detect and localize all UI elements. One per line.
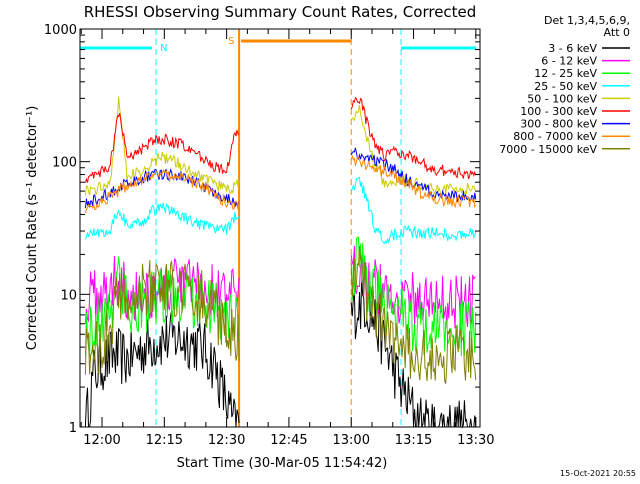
series-line-3 [84,176,477,245]
legend-label-4: 50 - 100 keV [527,92,597,105]
y-axis-label: Corrected Count Rate (s⁻¹ detector⁻¹) [25,106,40,351]
legend-label-3: 25 - 50 keV [534,80,597,93]
legend-label-6: 300 - 800 keV [520,118,597,131]
y-tick-label: 10 [60,288,77,303]
saa-label: S [228,36,234,47]
plot-frame [79,28,481,428]
night-label: N [160,43,167,54]
legend-label-8: 7000 - 15000 keV [499,143,597,156]
chart-title: RHESSI Observing Summary Count Rates, Co… [84,3,477,21]
orbit-regions: NS [79,29,481,427]
legend-label-0: 3 - 6 keV [548,42,597,55]
legend-label-5: 100 - 300 keV [520,105,597,118]
x-tick-label: 12:30 [208,433,245,448]
x-tick-label: 13:15 [395,433,432,448]
y-axis: 1 10 100 1000 [44,23,480,436]
legend-header-line2: Att 0 [604,26,630,39]
y-tick-label: 1 [69,421,77,436]
series-line-7 [84,154,477,214]
x-tick-label: 12:45 [270,433,307,448]
x-tick-label: 13:00 [333,433,370,448]
x-tick-label: 12:15 [146,433,183,448]
series-line-8 [84,246,477,384]
y-tick-label: 1000 [44,23,77,38]
legend-label-7: 800 - 7000 keV [513,130,597,143]
series-layer [84,96,477,429]
legend-label-2: 12 - 25 keV [534,67,597,80]
x-tick-label: 13:30 [457,433,494,448]
x-tick-label: 12:00 [83,433,120,448]
timestamp-label: 15-Oct-2021 20:55 [560,469,636,478]
series-line-5 [84,96,477,183]
legend-label-1: 6 - 12 keV [541,55,597,68]
x-axis: 12:00 12:15 12:30 12:45 13:00 13:15 13:30 [80,29,495,448]
legend-header-line1: Det 1,3,4,5,6,9, [544,14,630,27]
y-tick-label: 100 [52,156,77,171]
x-axis-label: Start Time (30-Mar-05 11:54:42) [177,456,388,471]
